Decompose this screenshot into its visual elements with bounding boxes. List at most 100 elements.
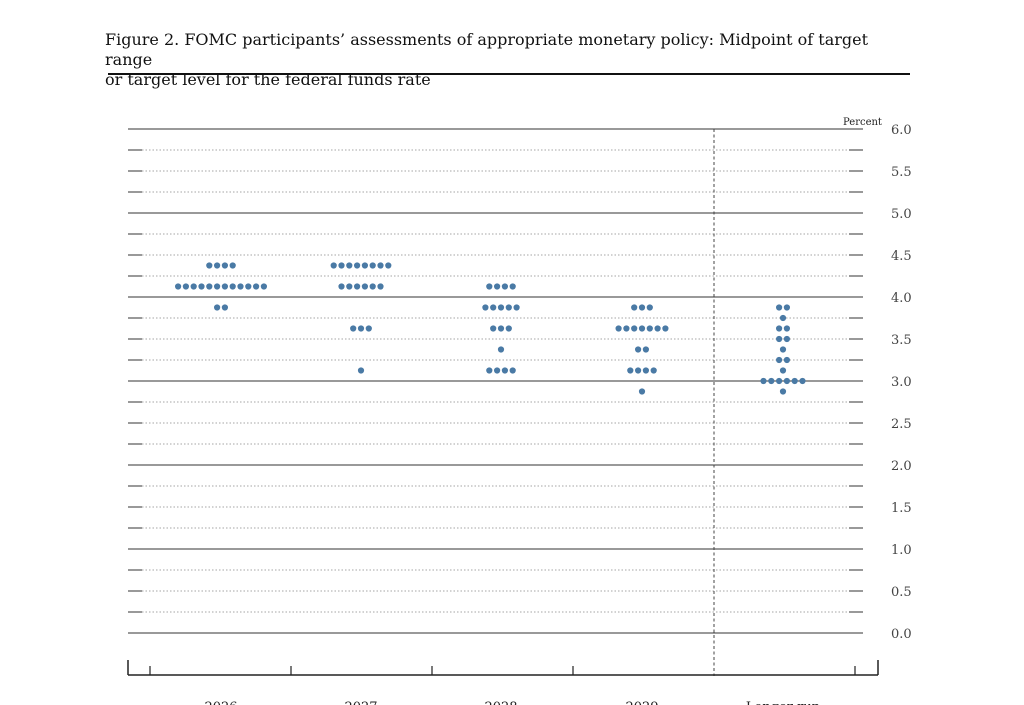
y-tick-label: 5.0 <box>891 207 912 222</box>
participant-dot <box>760 377 767 385</box>
participant-dot <box>190 283 197 290</box>
chart-title-line-1: Figure 2. FOMC participants’ assessments… <box>105 30 869 69</box>
participant-dot <box>509 367 516 374</box>
x-category-label: Longer run <box>746 700 821 705</box>
x-category-label: 2029 <box>625 700 658 705</box>
x-category-label: 2026 <box>204 700 237 705</box>
participant-dot <box>638 325 646 332</box>
participant-dot <box>627 367 634 374</box>
y-tick-label: 0.0 <box>891 627 912 642</box>
participant-dot <box>198 283 205 290</box>
participant-dot <box>497 346 505 353</box>
participant-dot <box>229 262 236 269</box>
participant-dot <box>779 367 787 374</box>
participant-dot <box>260 283 267 290</box>
participant-dot <box>494 367 501 374</box>
participant-dot <box>357 325 365 332</box>
participant-dot <box>369 262 376 269</box>
y-tick-label: 4.0 <box>891 291 912 306</box>
participant-dot <box>206 262 213 269</box>
participant-dot <box>377 283 384 290</box>
participant-dot <box>354 262 361 269</box>
participant-dot <box>346 283 353 290</box>
participant-dot <box>615 325 622 332</box>
y-tick-label: 2.5 <box>891 417 912 432</box>
participant-dot <box>505 325 512 332</box>
participant-dot <box>635 367 642 374</box>
y-tick-label: 6.0 <box>891 123 912 138</box>
participant-dot <box>490 325 497 332</box>
participant-dot <box>361 283 368 290</box>
participant-dot <box>783 356 791 364</box>
participant-dot <box>482 304 489 311</box>
participant-dot <box>214 262 221 269</box>
participant-dot <box>330 262 337 269</box>
participant-dot <box>642 367 650 374</box>
y-axis-unit-label: Percent <box>843 117 882 128</box>
participant-dot <box>350 325 357 332</box>
participant-dot <box>338 283 345 290</box>
participant-dot <box>365 325 372 332</box>
participant-dot <box>361 262 368 269</box>
participant-dot <box>237 283 244 290</box>
participant-dot <box>354 283 361 290</box>
y-tick-label: 3.5 <box>891 333 912 348</box>
participant-dot <box>783 335 791 343</box>
participant-dot <box>501 283 508 290</box>
participant-dot <box>646 304 653 311</box>
y-tick-label: 3.0 <box>891 375 912 390</box>
participant-dot <box>779 314 787 322</box>
participant-dot <box>377 262 384 269</box>
participant-dot <box>776 304 783 311</box>
y-tick-label: 0.5 <box>891 585 912 600</box>
participant-dot <box>385 262 392 269</box>
x-category-label: 2027 <box>344 700 377 705</box>
participant-dot <box>638 304 646 311</box>
participant-dot <box>650 367 657 374</box>
y-tick-label: 1.0 <box>891 543 912 558</box>
participant-dot <box>776 377 783 385</box>
participant-dot <box>646 325 653 332</box>
participant-dot <box>631 304 638 311</box>
participant-dot <box>214 283 221 290</box>
participant-dot <box>779 346 787 353</box>
participant-dot <box>509 283 516 290</box>
participant-dot <box>623 325 630 332</box>
participant-dot <box>513 304 520 311</box>
y-tick-label: 2.0 <box>891 459 912 474</box>
participant-dot <box>486 283 493 290</box>
participant-dot <box>221 262 228 269</box>
participant-dot <box>490 304 497 311</box>
participant-dot <box>791 377 798 385</box>
participant-dot <box>779 388 787 395</box>
participant-dot <box>768 377 775 385</box>
participant-dot <box>776 335 783 343</box>
participant-dot <box>497 304 505 311</box>
x-category-label: 2028 <box>484 700 517 705</box>
participant-dot <box>494 283 501 290</box>
participant-dot <box>662 325 669 332</box>
y-tick-label: 1.5 <box>891 501 912 516</box>
participant-dot <box>338 262 345 269</box>
y-tick-label: 4.5 <box>891 249 912 264</box>
participant-dot <box>175 283 182 290</box>
participant-dot <box>486 367 493 374</box>
participant-dot <box>799 377 806 385</box>
participant-dot <box>229 283 236 290</box>
participant-dot <box>776 325 783 332</box>
participant-dot <box>357 367 365 374</box>
participant-dot <box>505 304 512 311</box>
participant-dot <box>214 304 221 311</box>
y-tick-label: 5.5 <box>891 165 912 180</box>
participant-dot <box>369 283 376 290</box>
participant-dot <box>253 283 260 290</box>
participant-dot <box>221 304 228 311</box>
title-rule <box>108 73 910 75</box>
participant-dot <box>783 304 791 311</box>
participant-dot <box>206 283 213 290</box>
participant-dot <box>221 283 228 290</box>
participant-dot <box>635 346 642 353</box>
participant-dot <box>638 388 646 395</box>
participant-dot <box>783 377 791 385</box>
